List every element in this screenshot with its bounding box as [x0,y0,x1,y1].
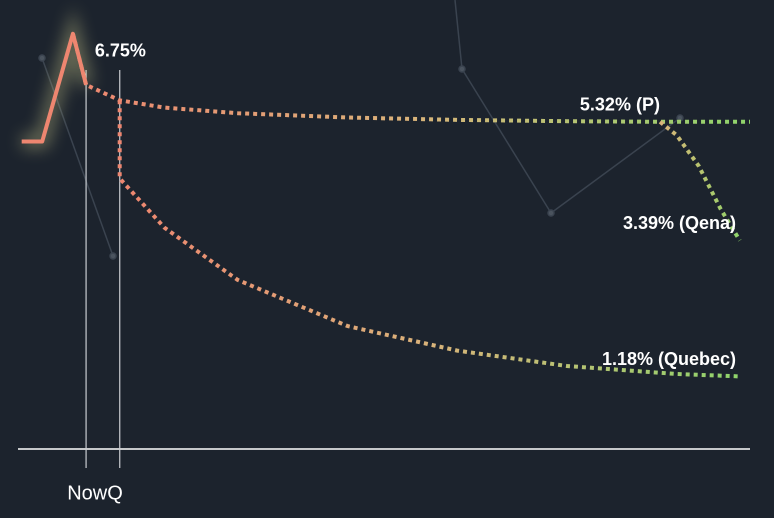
value-label: 3.39% (Qena) [623,213,736,233]
dotted-line [117,100,740,379]
value-label: 5.32% (P) [580,95,660,115]
dotted-line [70,33,750,124]
dotted-line [658,120,742,242]
background-decoration [38,0,684,260]
value-label: 1.18% (Quebec) [602,349,736,369]
value-label: 6.75% [95,41,146,61]
x-axis-label: NowQ [67,482,123,504]
